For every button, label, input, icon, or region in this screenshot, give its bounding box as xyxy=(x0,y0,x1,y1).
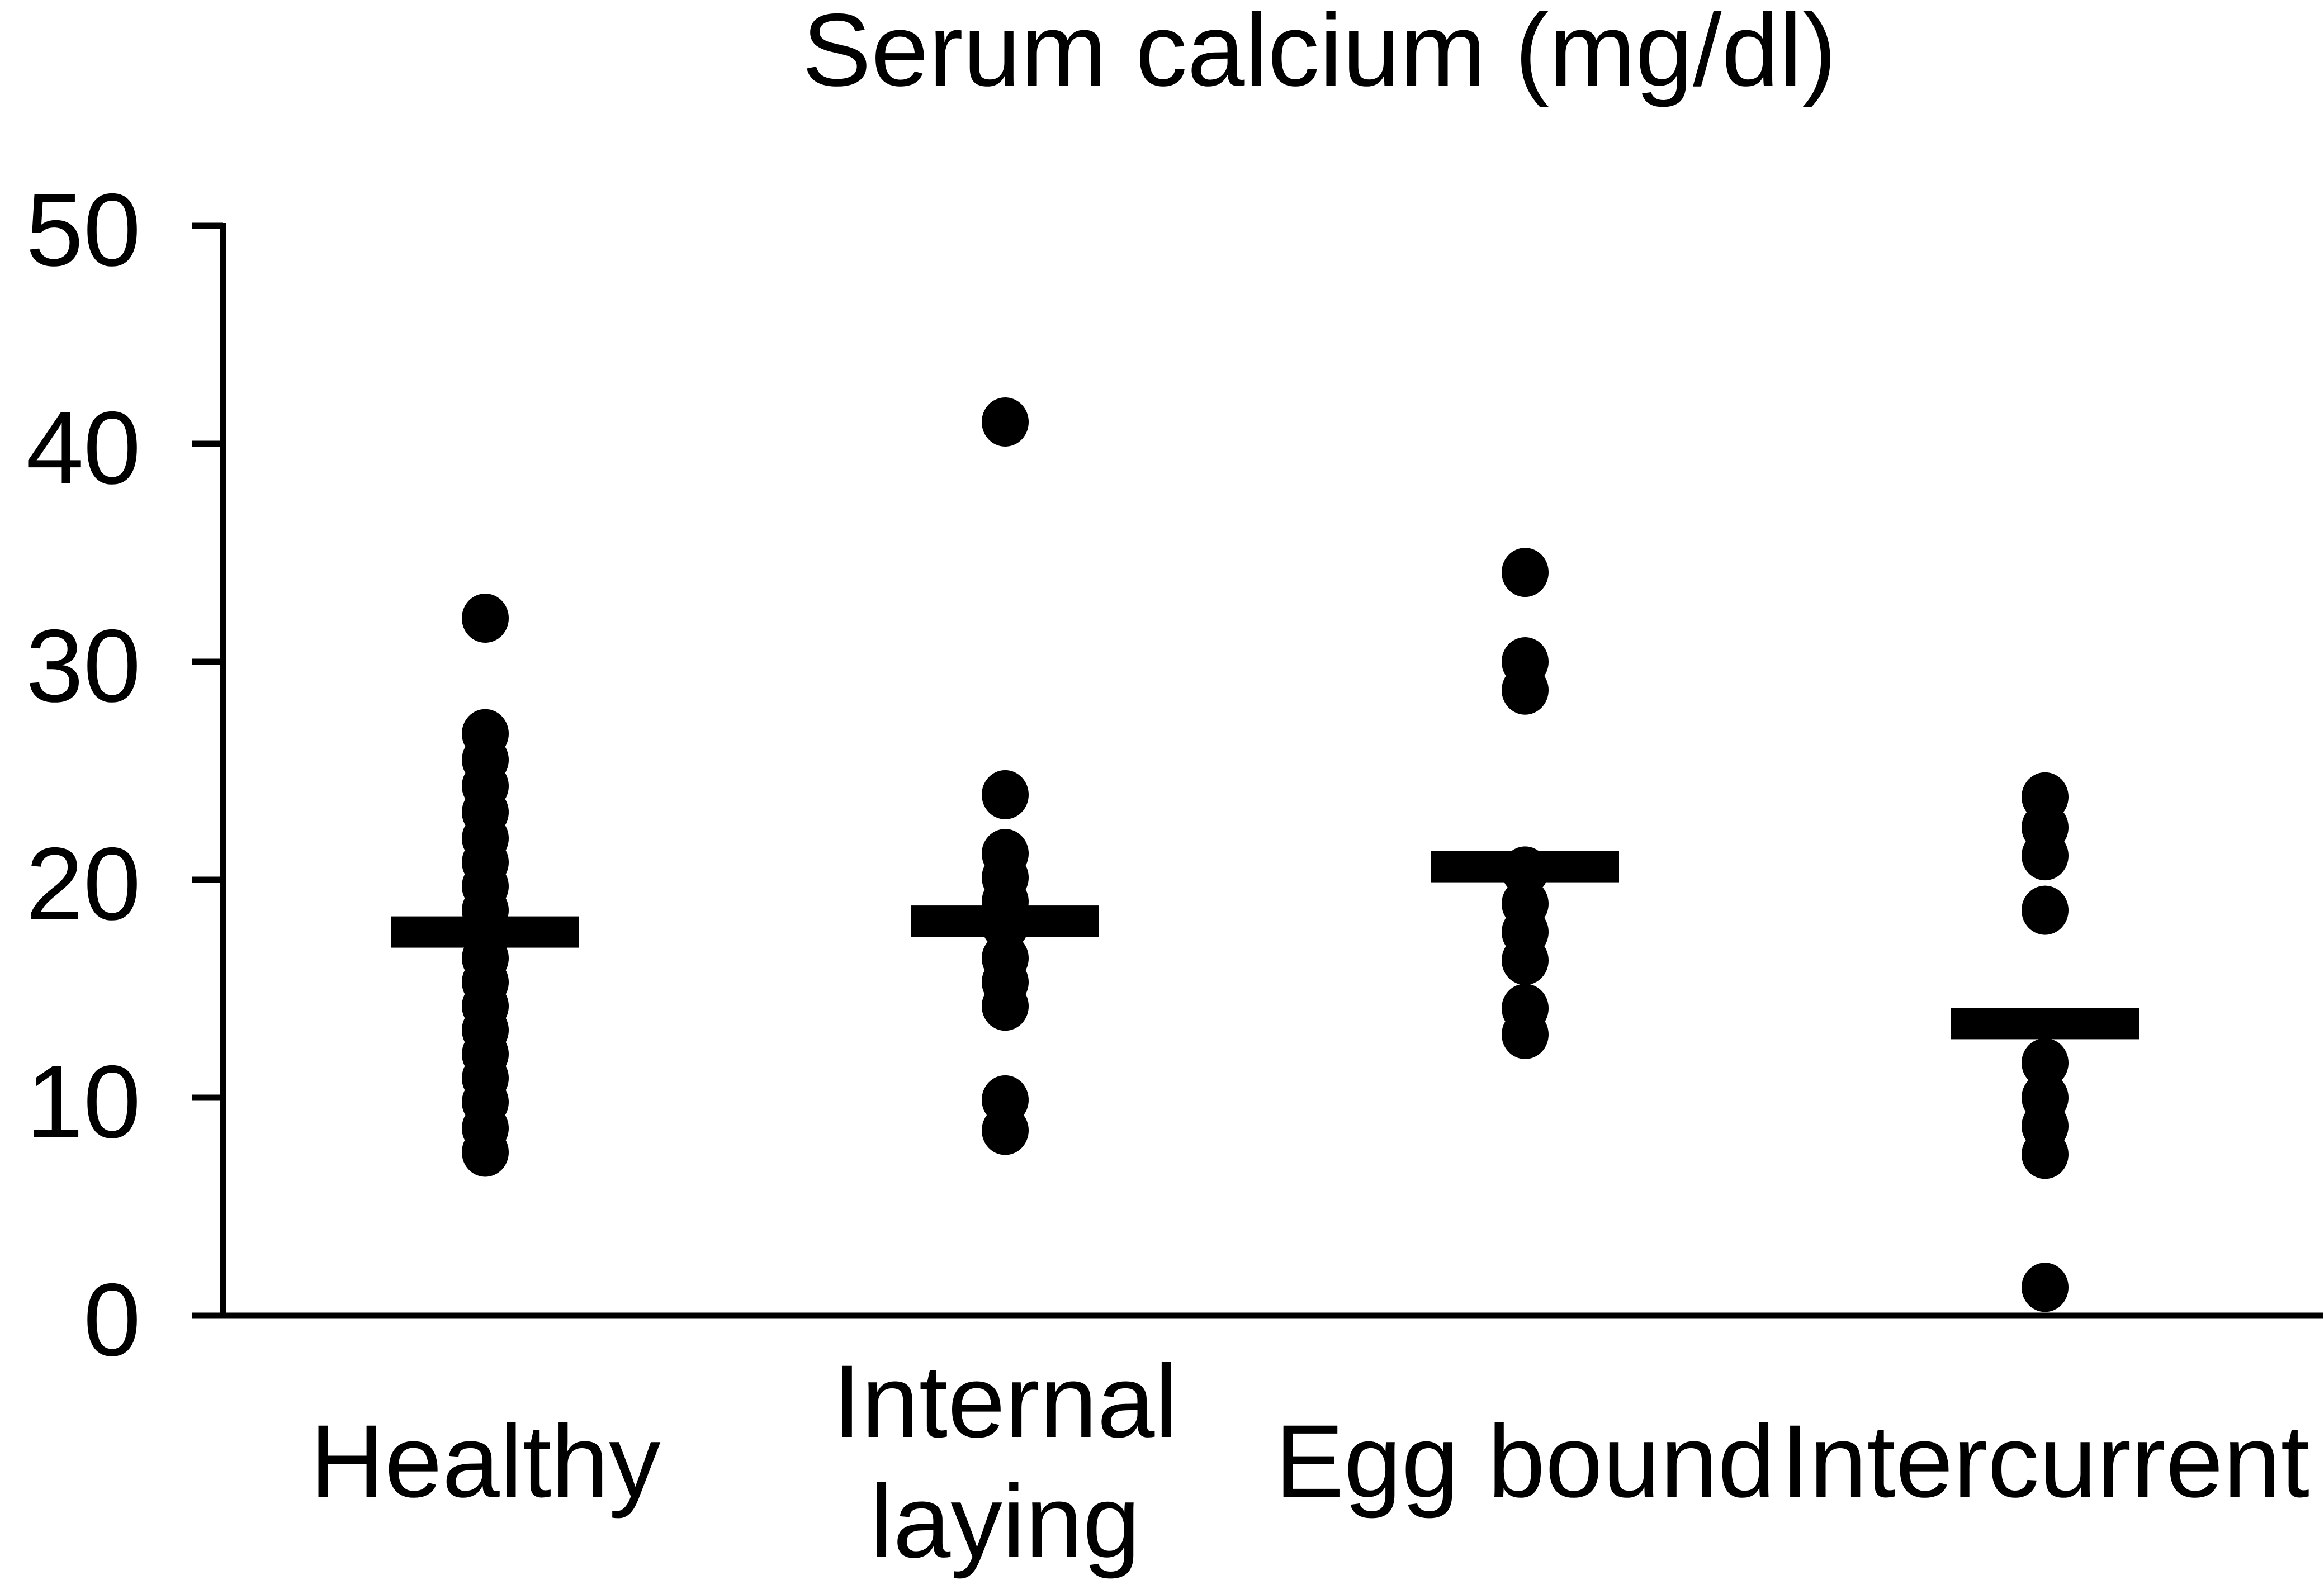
data-point xyxy=(2022,1263,2069,1312)
data-point xyxy=(2022,831,2069,881)
data-point xyxy=(982,1106,1029,1155)
mean-bar xyxy=(391,916,579,948)
data-point xyxy=(462,594,509,643)
y-tick-label: 20 xyxy=(26,827,141,942)
x-axis-group-label: Egg bound xyxy=(1275,1404,1775,1519)
data-point xyxy=(1502,1009,1549,1059)
y-tick-label: 40 xyxy=(26,391,141,506)
x-axis-group-label: Intercurrent xyxy=(1781,1404,2309,1519)
data-point xyxy=(2022,1130,2069,1179)
x-axis-group-label: Healthy xyxy=(310,1404,661,1519)
group-intercurrent xyxy=(1951,772,2139,1312)
group-healthy xyxy=(391,594,579,1177)
plot-area xyxy=(391,397,2139,1312)
y-tick-label: 10 xyxy=(26,1045,141,1160)
mean-bar xyxy=(1431,851,1619,883)
y-tick-label: 0 xyxy=(83,1263,141,1378)
data-point xyxy=(1502,548,1549,597)
x-axis-group-label: Internal xyxy=(832,1344,1177,1459)
mean-bar xyxy=(1951,1008,2139,1040)
data-point xyxy=(982,770,1029,819)
data-point xyxy=(982,397,1029,447)
data-point xyxy=(982,981,1029,1031)
y-tick-label: 30 xyxy=(26,609,141,724)
data-point xyxy=(462,1127,509,1177)
y-axis: 0 10 20 30 40 50 xyxy=(26,173,2323,1378)
data-point xyxy=(2022,885,2069,935)
group-internal-laying xyxy=(911,397,1099,1155)
data-point xyxy=(1502,665,1549,715)
data-point xyxy=(2022,1038,2069,1088)
mean-bar xyxy=(911,905,1099,937)
group-egg-bound xyxy=(1431,548,1619,1059)
chart-title: Serum calcium (mg/dl) xyxy=(802,0,1837,108)
x-axis-group-label: laying xyxy=(870,1464,1140,1579)
data-point xyxy=(1502,936,1549,985)
y-tick-label: 50 xyxy=(26,173,141,288)
